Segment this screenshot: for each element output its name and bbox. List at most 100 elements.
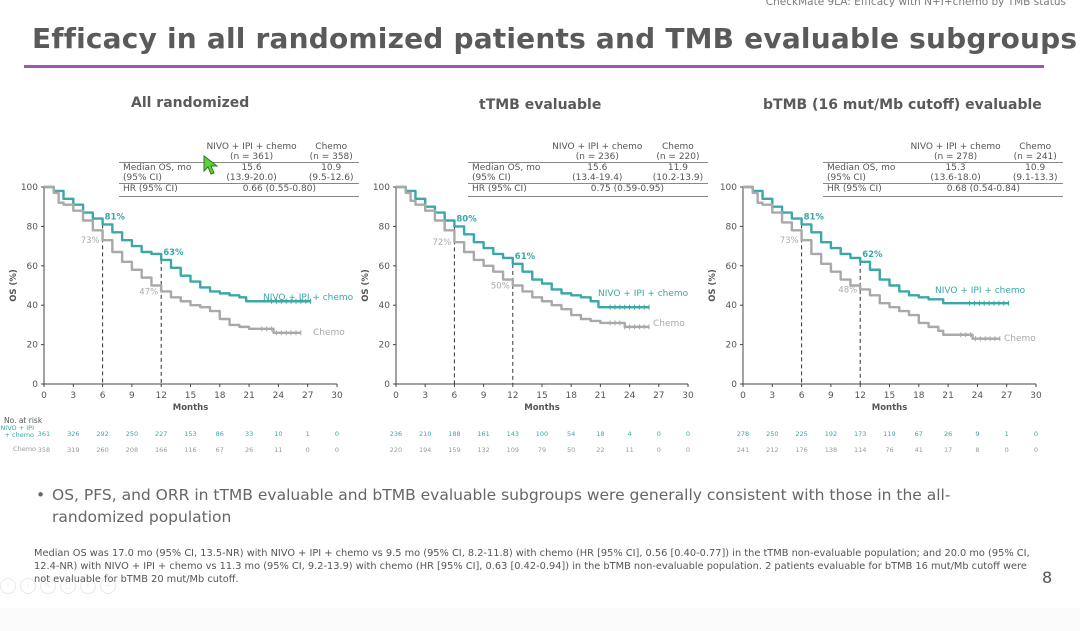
landmark-nivo-label: 80% (456, 214, 477, 224)
landmark-nivo-label: 81% (105, 212, 126, 222)
at-risk-arm1-value: 1 (1005, 430, 1009, 438)
at-risk-arm2-value: 67 (216, 446, 224, 454)
at-risk-arm1-value: 119 (883, 430, 895, 438)
landmark-chemo-label: 50% (491, 282, 510, 292)
summary-table-ttmb: NIVO + IPI + chemo Chemo (n = 236) (n = 22… (468, 142, 708, 197)
landmark-nivo-label: 62% (862, 250, 883, 260)
at-risk-arm2-value: 0 (1005, 446, 1009, 454)
header-tag: CheckMate 9LA: Efficacy with N+I+chemo b… (765, 0, 1066, 8)
at-risk-arm2-value: 26 (245, 446, 253, 454)
hr-label: HR (95% CI) (468, 183, 547, 197)
at-risk-arm1-value: 161 (477, 430, 489, 438)
bullet-dot: • (36, 486, 46, 504)
n-arm1: (n = 278) (933, 152, 978, 162)
at-risk-arm1-value: 0 (657, 430, 661, 438)
x-tick-label: 24 (624, 391, 636, 401)
landmark-chemo-label: 47% (139, 287, 158, 297)
panel-title-btmb: bTMB (16 mut/Mb cutoff) evaluable (763, 97, 1042, 113)
ci-arm1: (13.6-18.0) (930, 173, 981, 183)
summary-table-btmb: NIVO + IPI + chemo Chemo (n = 278) (n = 24… (823, 142, 1063, 197)
copy-icon[interactable]: ▢ (60, 578, 76, 594)
summary-table-all: NIVO + IPI + chemo Chemo (n = 361) (n = 35… (119, 142, 359, 197)
chemo-curve (44, 185, 301, 334)
at-risk-arm2-value: 114 (854, 446, 866, 454)
y-tick-label: 100 (720, 183, 737, 193)
x-tick-label: 30 (331, 391, 343, 401)
panel-title-ttmb: tTMB evaluable (479, 97, 602, 113)
nivo-ipi-chemo-curve (743, 185, 1009, 305)
at-risk-arm1-value: 225 (795, 430, 807, 438)
x-tick-label: 15 (536, 391, 547, 401)
at-risk-arm1-value: 9 (975, 430, 979, 438)
at-risk-arm1-value: 18 (596, 430, 604, 438)
at-risk-arm2-value: 358 (38, 446, 50, 454)
y-tick-label: 20 (27, 341, 39, 351)
x-axis-label: Months (173, 403, 209, 413)
zoom-icon[interactable]: ⌕ (80, 578, 96, 594)
x-tick-label: 12 (854, 391, 865, 401)
x-tick-label: 18 (214, 391, 226, 401)
at-risk-arm1-value: 54 (567, 430, 575, 438)
ci-arm2: (9.5-12.6) (308, 173, 354, 183)
at-risk-arm1-value: 278 (737, 430, 749, 438)
landmark-nivo-label: 81% (804, 212, 825, 222)
ci-arm2: (10.2-13.9) (652, 173, 704, 183)
landmark-chemo-label: 48% (838, 285, 857, 295)
at-risk-arm2-value: 50 (567, 446, 575, 454)
median-os-label: Median OS, mo (468, 162, 547, 173)
x-tick-label: 30 (1030, 391, 1042, 401)
at-risk-arm1-value: 210 (419, 430, 431, 438)
at-risk-arm2-value: 176 (795, 446, 807, 454)
at-risk-arm2-value: 159 (448, 446, 460, 454)
n-arm2: (n = 220) (656, 152, 700, 162)
prev-icon[interactable]: ‹ (0, 578, 16, 594)
at-risk-arm2-value: 319 (67, 446, 79, 454)
at-risk-arm1-value: 250 (766, 430, 778, 438)
y-tick-label: 40 (379, 301, 391, 311)
y-tick-label: 0 (32, 380, 38, 390)
at-risk-arm1-value: 326 (67, 430, 79, 438)
hr-value: 0.66 (0.55-0.80) (199, 183, 359, 197)
at-risk-arm1-label: NIVO + IPI + chemo (0, 424, 34, 439)
at-risk-arm1-value: 86 (216, 430, 224, 438)
x-tick-label: 18 (913, 391, 925, 401)
at-risk-arm1-value: 361 (38, 430, 50, 438)
at-risk-arm2-value: 166 (155, 446, 167, 454)
n-arm1: (n = 236) (575, 152, 619, 162)
at-risk-header: No. at risk (4, 416, 43, 425)
at-risk-arm2-value: 241 (737, 446, 749, 454)
at-risk-arm1-value: 67 (915, 430, 923, 438)
y-tick-label: 80 (379, 222, 391, 232)
at-risk-arm1-value: 250 (126, 430, 138, 438)
ci-label: (95% CI) (472, 173, 511, 183)
at-risk-arm2-value: 79 (538, 446, 546, 454)
landmark-chemo-label: 73% (780, 236, 799, 246)
at-risk-arm2-value: 0 (1034, 446, 1038, 454)
info-icon[interactable]: i (20, 578, 36, 594)
at-risk-arm2-value: 11 (274, 446, 282, 454)
at-risk-arm2-value: 138 (825, 446, 837, 454)
mouse-cursor-icon (203, 155, 219, 175)
at-risk-arm1-value: 26 (944, 430, 952, 438)
at-risk-arm2-value: 0 (335, 446, 339, 454)
minus-icon[interactable]: − (100, 578, 116, 594)
x-tick-label: 24 (273, 391, 285, 401)
at-risk-arm2-value: 132 (477, 446, 489, 454)
at-risk-arm1-value: 33 (245, 430, 253, 438)
y-tick-label: 0 (384, 380, 390, 390)
x-tick-label: 6 (452, 391, 458, 401)
y-tick-label: 60 (379, 262, 391, 272)
x-tick-label: 18 (565, 391, 577, 401)
landmark-chemo-label: 72% (432, 238, 451, 248)
landmark-nivo-label: 63% (163, 248, 184, 258)
at-risk-arm2-value: 76 (885, 446, 893, 454)
nivo-series-label: NIVO + IPI + chemo (263, 293, 354, 303)
edit-icon[interactable]: ✎ (40, 578, 56, 594)
at-risk-arm1-value: 292 (96, 430, 108, 438)
at-risk-arm1-value: 188 (448, 430, 460, 438)
footnote: Median OS was 17.0 mo (95% CI, 13.5-NR) … (34, 548, 1030, 585)
median-os-label: Median OS, mo (823, 162, 904, 173)
at-risk-arm1-value: 10 (274, 430, 282, 438)
y-tick-label: 100 (21, 183, 38, 193)
viewer-controls: ‹ i ✎ ▢ ⌕ − (0, 578, 116, 594)
